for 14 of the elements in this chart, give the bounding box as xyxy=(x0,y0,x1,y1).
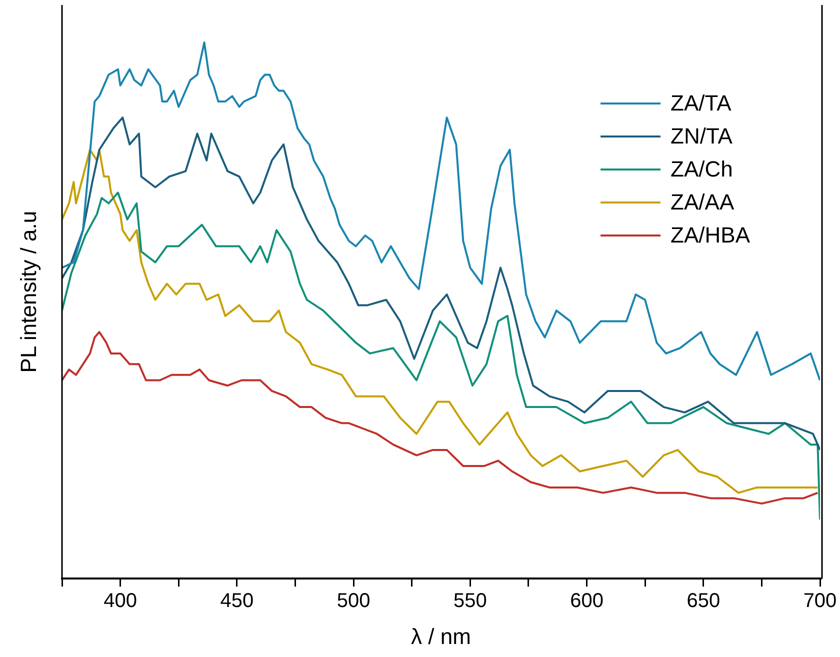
x-tick-label: 650 xyxy=(686,590,720,612)
legend-label: ZA/Ch xyxy=(670,156,733,182)
legend-label: ZA/TA xyxy=(670,90,732,116)
x-tick-label: 500 xyxy=(336,590,370,612)
x-tick-label: 400 xyxy=(104,590,137,612)
x-tick-label: 600 xyxy=(570,590,604,612)
x-tick-label: 450 xyxy=(220,590,254,612)
legend-label: ZA/HBA xyxy=(670,222,750,248)
x-axis-title: λ / nm xyxy=(411,624,471,649)
x-tick-label: 550 xyxy=(453,590,487,612)
legend-label: ZA/AA xyxy=(670,190,734,215)
y-axis-title: PL intensity / a.u xyxy=(16,210,42,373)
x-tick-label: 700 xyxy=(803,590,837,612)
legend-label: ZN/TA xyxy=(670,124,733,149)
